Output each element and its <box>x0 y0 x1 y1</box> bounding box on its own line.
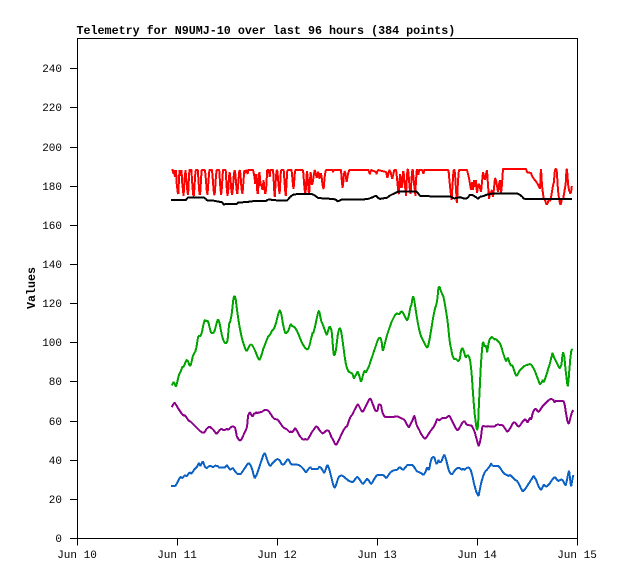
svg-text:140: 140 <box>42 260 62 272</box>
svg-text:220: 220 <box>42 103 62 115</box>
svg-text:20: 20 <box>49 495 62 507</box>
svg-text:200: 200 <box>42 143 62 155</box>
svg-text:Values: Values <box>25 267 39 309</box>
svg-text:Jun 13: Jun 13 <box>357 550 397 562</box>
svg-text:Jun 14: Jun 14 <box>457 550 497 562</box>
svg-text:Jun 10: Jun 10 <box>57 550 97 562</box>
svg-text:Telemetry for N9UMJ-10 over la: Telemetry for N9UMJ-10 over last 96 hour… <box>77 24 456 38</box>
svg-text:Jun 12: Jun 12 <box>257 550 297 562</box>
svg-text:60: 60 <box>49 417 62 429</box>
svg-text:160: 160 <box>42 221 62 233</box>
svg-text:80: 80 <box>49 377 62 389</box>
svg-text:40: 40 <box>49 456 62 468</box>
svg-text:0: 0 <box>55 534 62 546</box>
svg-text:100: 100 <box>42 338 62 350</box>
svg-text:Jun 11: Jun 11 <box>157 550 197 562</box>
svg-text:180: 180 <box>42 182 62 194</box>
svg-text:240: 240 <box>42 64 62 76</box>
svg-text:120: 120 <box>42 299 62 311</box>
svg-text:Jun 15: Jun 15 <box>557 550 597 562</box>
